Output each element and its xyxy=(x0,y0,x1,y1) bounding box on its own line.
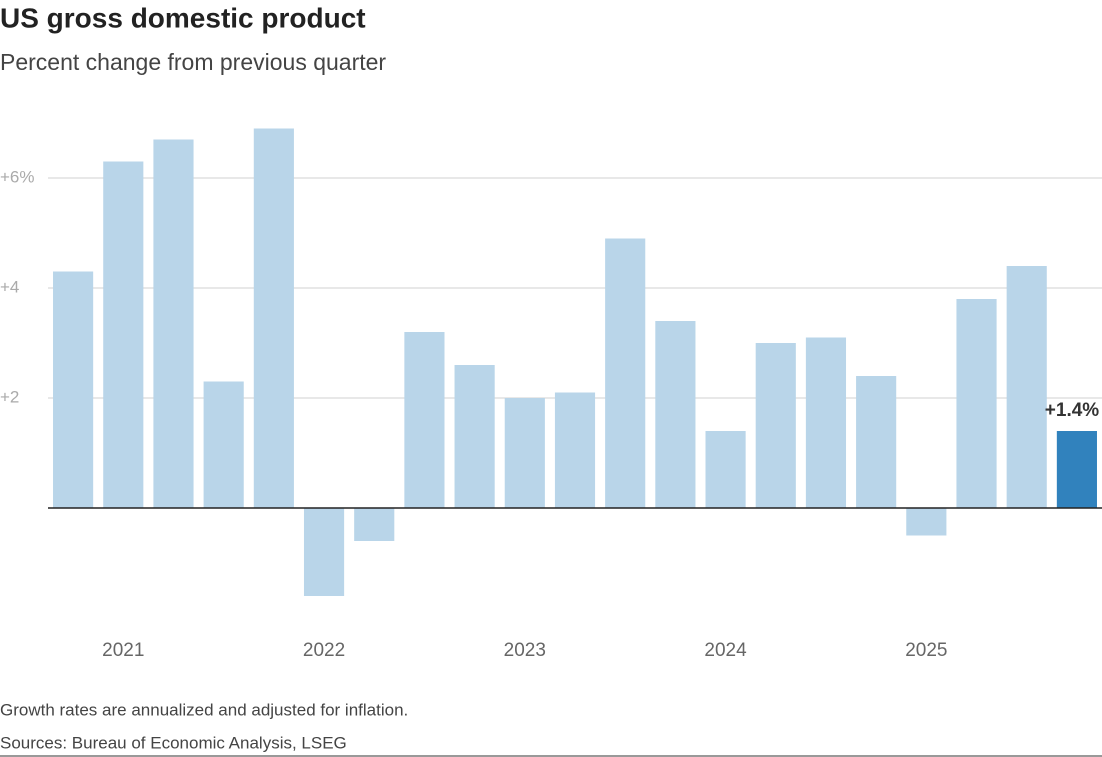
bar xyxy=(705,431,746,508)
y-tick-label: +2 xyxy=(0,387,19,406)
value-label: +1.4% xyxy=(1045,400,1100,421)
bar xyxy=(755,343,796,508)
bar xyxy=(404,332,445,508)
bar xyxy=(1056,431,1097,508)
bar xyxy=(805,337,847,508)
bar xyxy=(956,299,997,508)
bar xyxy=(504,398,545,508)
y-tick-label: +6% xyxy=(0,167,35,186)
bar xyxy=(253,128,294,508)
bar xyxy=(203,381,244,508)
chart-title: US gross domestic product xyxy=(0,2,366,33)
chart-subtitle: Percent change from previous quarter xyxy=(0,49,386,75)
bar xyxy=(53,271,94,508)
bar xyxy=(153,139,194,508)
bar xyxy=(1006,266,1047,508)
bar xyxy=(906,508,947,536)
bar xyxy=(655,321,696,508)
bar xyxy=(354,508,395,541)
bar xyxy=(303,508,345,596)
source: Sources: Bureau of Economic Analysis, LS… xyxy=(0,733,347,752)
bar xyxy=(856,376,897,508)
note: Growth rates are annualized and adjusted… xyxy=(0,700,408,719)
x-tick-label: 2023 xyxy=(504,640,546,661)
x-tick-label: 2025 xyxy=(905,640,947,661)
x-tick-label: 2024 xyxy=(704,640,747,661)
bar xyxy=(554,392,596,508)
x-tick-label: 2021 xyxy=(102,640,144,661)
bar xyxy=(103,161,144,508)
bar xyxy=(454,365,495,508)
x-tick-label: 2022 xyxy=(303,640,345,661)
bar xyxy=(605,238,646,508)
y-tick-label: +4 xyxy=(0,277,19,296)
